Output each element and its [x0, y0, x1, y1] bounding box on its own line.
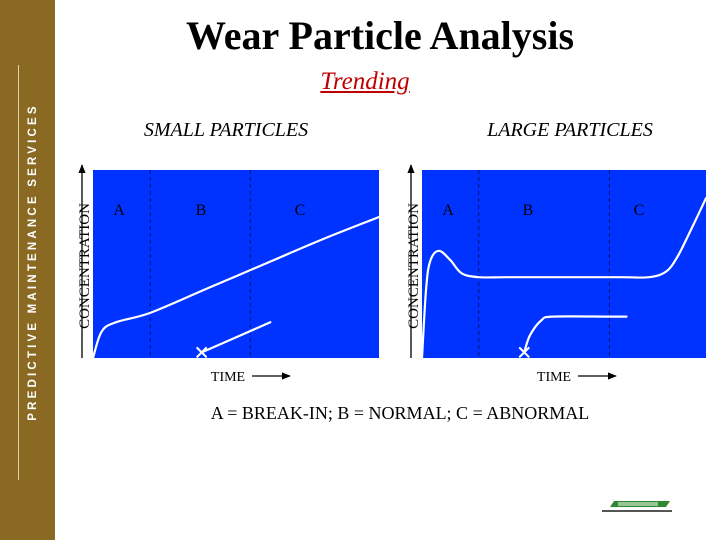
- chart-title: LARGE PARTICLES: [486, 119, 653, 141]
- series-line-1: [523, 315, 628, 354]
- company-logo: [602, 501, 672, 512]
- x-marker-stroke: [518, 346, 530, 359]
- sidebar: PREDICTIVE MAINTENANCE SERVICES: [0, 0, 55, 540]
- series-line-0: [420, 197, 708, 360]
- y-axis-label: CONCENTRATION: [406, 203, 422, 329]
- sidebar-rule: [18, 65, 19, 480]
- y-axis-label: CONCENTRATION: [77, 203, 93, 329]
- x-marker-stroke: [195, 346, 208, 359]
- page-title: Wear Particle Analysis: [185, 13, 575, 58]
- region-label: C: [295, 202, 306, 219]
- chart-title: SMALL PARTICLES: [144, 119, 308, 141]
- chart-large-particles: LARGE PARTICLES CONCENTRATION TIME A B C: [406, 119, 708, 385]
- series-line-1: [200, 321, 272, 354]
- x-marker: [518, 346, 530, 359]
- region-label: A: [442, 202, 454, 219]
- x-axis-label: TIME: [537, 370, 571, 385]
- region-label: B: [196, 202, 207, 219]
- region-label: A: [113, 202, 125, 219]
- region-legend: A = BREAK-IN; B = NORMAL; C = ABNORMAL: [210, 403, 590, 423]
- series-line-0: [91, 215, 381, 360]
- chart-small-particles: SMALL PARTICLES CONCENTRATION TIME A B C: [77, 119, 381, 385]
- page-subtitle: Trending: [320, 68, 410, 95]
- plot-area: [93, 170, 379, 358]
- x-axis-label: TIME: [211, 370, 245, 385]
- x-marker: [195, 346, 208, 359]
- region-label: B: [523, 202, 534, 219]
- region-label: C: [634, 202, 645, 219]
- plot-area: [422, 170, 706, 358]
